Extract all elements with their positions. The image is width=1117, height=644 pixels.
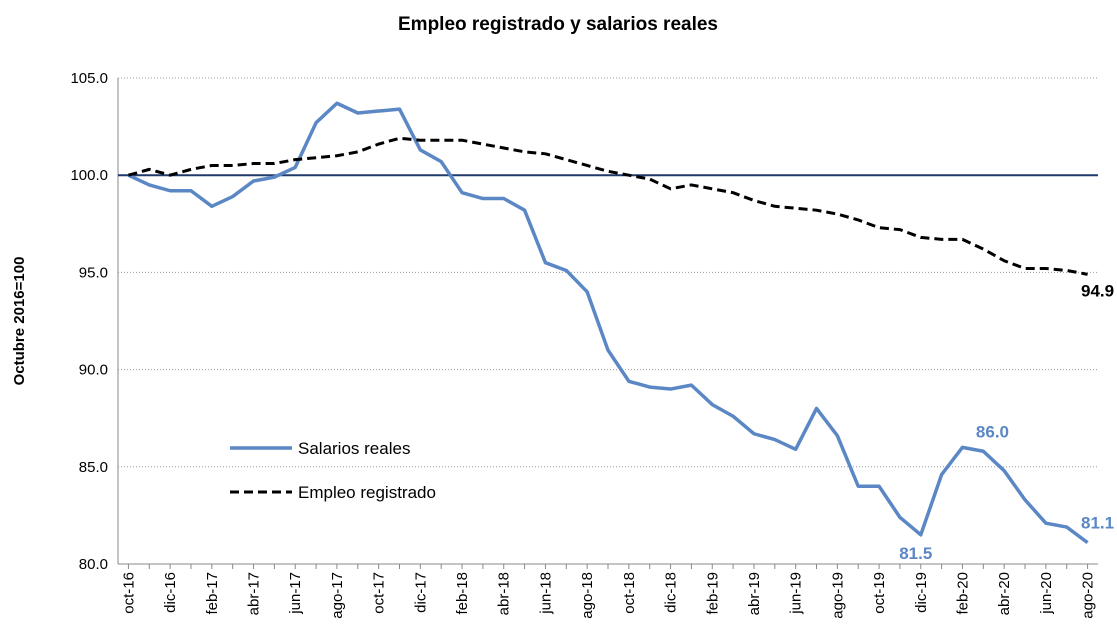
x-tick-label: dic-16 bbox=[162, 572, 179, 613]
y-tick-label: 100.0 bbox=[70, 167, 108, 184]
y-tick-label: 95.0 bbox=[79, 264, 108, 281]
x-tick-label: jun-17 bbox=[287, 572, 304, 615]
x-tick-label: ago-20 bbox=[1080, 572, 1097, 619]
x-tick-label: dic-17 bbox=[412, 572, 429, 613]
x-tick-label: feb-20 bbox=[954, 572, 971, 615]
x-tick-label: abr-19 bbox=[746, 572, 763, 615]
chart-title: Empleo registrado y salarios reales bbox=[398, 14, 718, 35]
data-label: 81.1 bbox=[1081, 514, 1114, 533]
data-label: 94.9 bbox=[1081, 281, 1114, 300]
x-tick-label: ago-17 bbox=[329, 572, 346, 619]
x-tick-label: oct-19 bbox=[871, 572, 888, 614]
legend-label: Salarios reales bbox=[298, 439, 410, 458]
y-tick-label: 90.0 bbox=[79, 362, 108, 379]
y-axis-label: Octubre 2016=100 bbox=[11, 257, 28, 386]
x-tick-label: abr-18 bbox=[496, 572, 513, 615]
x-tick-label: oct-18 bbox=[621, 572, 638, 614]
x-tick-label: jun-18 bbox=[537, 572, 554, 615]
x-tick-label: feb-19 bbox=[704, 572, 721, 615]
data-label: 81.5 bbox=[899, 544, 932, 563]
x-tick-label: feb-17 bbox=[204, 572, 221, 615]
x-tick-label: dic-19 bbox=[913, 572, 930, 613]
x-tick-label: jun-19 bbox=[788, 572, 805, 615]
series-line bbox=[128, 136, 1088, 276]
x-tick-label: feb-18 bbox=[454, 572, 471, 615]
y-tick-label: 85.0 bbox=[79, 459, 108, 476]
data-label: 86.0 bbox=[976, 422, 1009, 441]
x-tick-label: oct-16 bbox=[120, 572, 137, 614]
x-tick-label: abr-17 bbox=[246, 572, 263, 615]
x-tick-label: abr-20 bbox=[996, 572, 1013, 615]
x-tick-label: dic-18 bbox=[663, 572, 680, 613]
y-tick-label: 80.0 bbox=[79, 556, 108, 573]
series-line bbox=[127, 101, 1089, 545]
x-tick-label: jun-20 bbox=[1038, 572, 1055, 615]
x-tick-label: oct-17 bbox=[371, 572, 388, 614]
y-tick-label: 105.0 bbox=[70, 70, 108, 87]
x-tick-label: ago-18 bbox=[579, 572, 596, 619]
x-tick-label: ago-19 bbox=[829, 572, 846, 619]
legend-label: Empleo registrado bbox=[298, 483, 436, 502]
